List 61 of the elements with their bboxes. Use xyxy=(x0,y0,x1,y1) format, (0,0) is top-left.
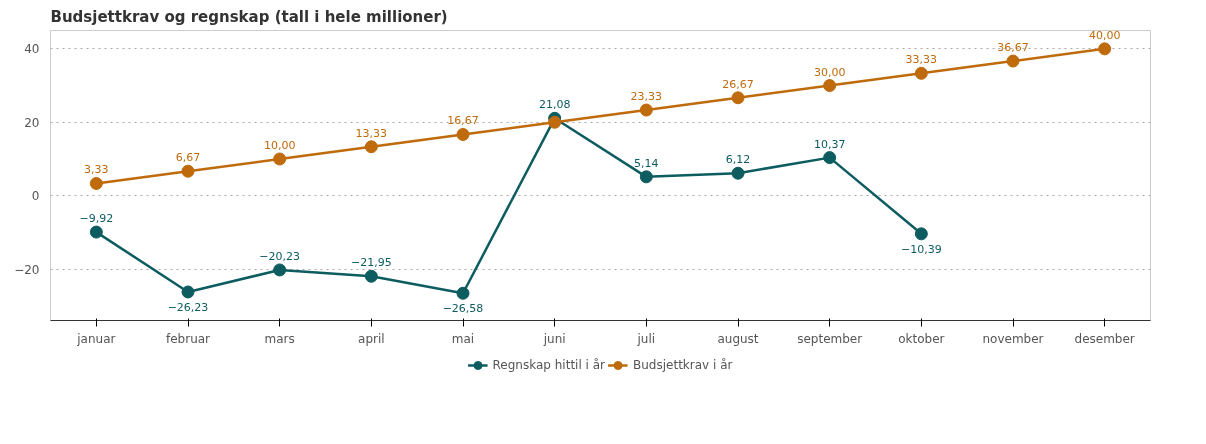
y-tick-label: 20 xyxy=(24,115,40,130)
point xyxy=(181,164,195,178)
data-label: 26,67 xyxy=(722,77,754,91)
data-label: 3,33 xyxy=(84,163,109,177)
legend-label: Budsjettkrav i år xyxy=(633,358,733,372)
data-label: 6,12 xyxy=(725,153,751,167)
point xyxy=(89,176,103,190)
data-label: −10,39 xyxy=(900,242,942,256)
data-label: 16,67 xyxy=(447,114,479,128)
x-tick-label: mai xyxy=(451,331,475,346)
point xyxy=(639,103,653,117)
data-label: 40,00 xyxy=(1088,28,1121,42)
y-tick-label: 40 xyxy=(24,42,40,57)
data-label: 23,33 xyxy=(630,90,663,104)
point xyxy=(731,91,745,105)
point xyxy=(364,140,378,154)
point xyxy=(273,152,287,166)
y-tick-label: −20 xyxy=(14,262,40,277)
data-label: 10,37 xyxy=(813,137,846,151)
x-tick-label: november xyxy=(982,331,1044,346)
point xyxy=(364,269,378,283)
point xyxy=(914,66,928,80)
point xyxy=(456,286,470,300)
data-label: 5,14 xyxy=(634,156,659,170)
point xyxy=(89,225,103,239)
point xyxy=(823,79,837,93)
point xyxy=(273,263,287,277)
x-tick-label: juli xyxy=(636,331,656,346)
x-tick-label: juni xyxy=(542,331,566,346)
data-label: −20,23 xyxy=(259,249,301,263)
point xyxy=(731,166,745,180)
x-tick-label: mars xyxy=(264,331,295,346)
data-label: 6,67 xyxy=(175,151,201,165)
data-label: 13,33 xyxy=(355,126,388,140)
data-label: −9,92 xyxy=(79,212,114,226)
x-tick-label: februar xyxy=(165,331,211,346)
point xyxy=(823,151,837,165)
y-tick-label: 0 xyxy=(31,189,40,204)
point xyxy=(548,115,562,129)
point xyxy=(914,227,928,241)
data-label: −21,95 xyxy=(350,256,392,270)
chart-title: Budsjettkrav og regnskap (tall i hele millioner) xyxy=(50,7,448,26)
data-label: 30,00 xyxy=(813,65,846,79)
legend-label: Regnskap hittil i år xyxy=(492,358,606,372)
point xyxy=(1098,42,1112,56)
data-label: 36,67 xyxy=(997,41,1029,55)
data-label: 21,08 xyxy=(538,98,571,112)
point xyxy=(456,128,470,141)
x-tick-label: august xyxy=(717,331,759,346)
data-label: −26,23 xyxy=(167,300,209,314)
point xyxy=(639,170,653,184)
data-label: 33,33 xyxy=(905,53,938,67)
x-tick-label: oktober xyxy=(898,331,945,346)
data-label: 10,00 xyxy=(263,138,296,152)
x-tick-label: april xyxy=(358,331,385,346)
x-tick-label: september xyxy=(797,331,863,346)
x-tick-label: januar xyxy=(76,331,116,346)
point xyxy=(1006,54,1020,68)
data-label: −26,58 xyxy=(442,302,484,316)
point xyxy=(181,285,195,299)
x-tick-label: desember xyxy=(1074,331,1135,346)
